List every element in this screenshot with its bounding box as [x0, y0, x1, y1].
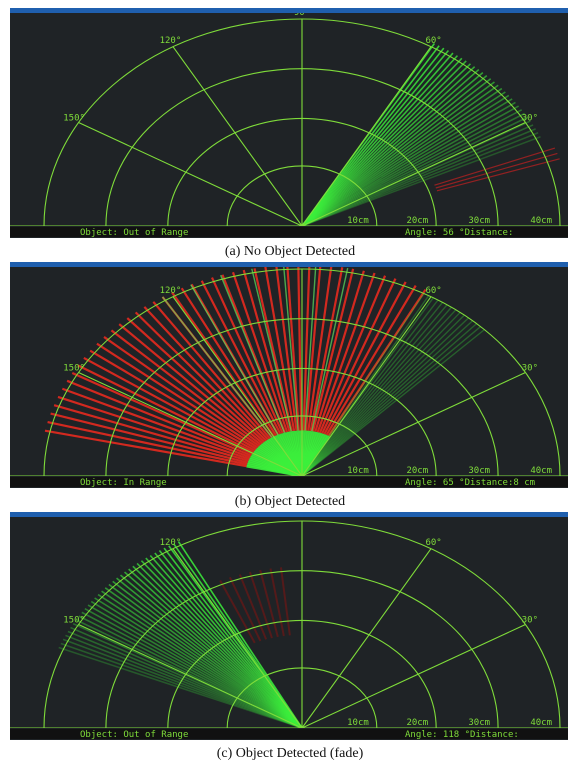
angle-label: 60°	[425, 538, 441, 548]
radar-panel: 30°60°90°120°150°10cm20cm30cm40cmObject:…	[10, 258, 568, 488]
status-text: Object: In Range	[80, 478, 167, 488]
distance-label: 20cm	[406, 466, 428, 476]
angle-label: 30°	[522, 363, 538, 373]
distance-label: 40cm	[530, 718, 552, 728]
angle-label: 30°	[522, 113, 538, 123]
screen	[10, 8, 568, 238]
distance-label: 10cm	[347, 718, 369, 728]
angle-label: 30°	[522, 615, 538, 625]
radar-panel: 30°60°90°120°150°10cm20cm30cm40cmObject:…	[10, 510, 568, 740]
title-bar	[10, 262, 568, 267]
caption: (b) Object Detected	[235, 494, 345, 509]
distance-label: 20cm	[406, 216, 428, 226]
title-bar	[10, 8, 568, 13]
distance-label: 30cm	[468, 216, 490, 226]
figure: 30°60°90°120°150°10cm20cm30cm40cmObject:…	[0, 0, 577, 765]
caption: (c) Object Detected (fade)	[217, 746, 364, 761]
status-text: Object: Out of Range	[80, 730, 188, 740]
angle-label: 120°	[160, 538, 182, 548]
angle-label: 150°	[63, 615, 85, 625]
distance-label: 10cm	[347, 216, 369, 226]
readout-text: Angle: 118 °Distance:	[405, 730, 519, 740]
caption: (a) No Object Detected	[225, 244, 355, 259]
distance-label: 40cm	[530, 216, 552, 226]
radar-panel: 30°60°90°120°150°10cm20cm30cm40cmObject:…	[10, 8, 568, 238]
readout-text: Angle: 65 °Distance:8 cm	[405, 478, 535, 488]
angle-label: 150°	[63, 113, 85, 123]
status-text: Object: Out of Range	[80, 228, 188, 238]
angle-label: 60°	[425, 36, 441, 46]
angle-label: 60°	[425, 286, 441, 296]
angle-label: 120°	[160, 286, 182, 296]
distance-label: 10cm	[347, 466, 369, 476]
distance-label: 40cm	[530, 466, 552, 476]
angle-label: 120°	[160, 36, 182, 46]
title-bar	[10, 512, 568, 517]
distance-label: 20cm	[406, 718, 428, 728]
readout-text: Angle: 56 °Distance:	[405, 228, 513, 238]
angle-label: 150°	[63, 363, 85, 373]
distance-label: 30cm	[468, 466, 490, 476]
distance-label: 30cm	[468, 718, 490, 728]
